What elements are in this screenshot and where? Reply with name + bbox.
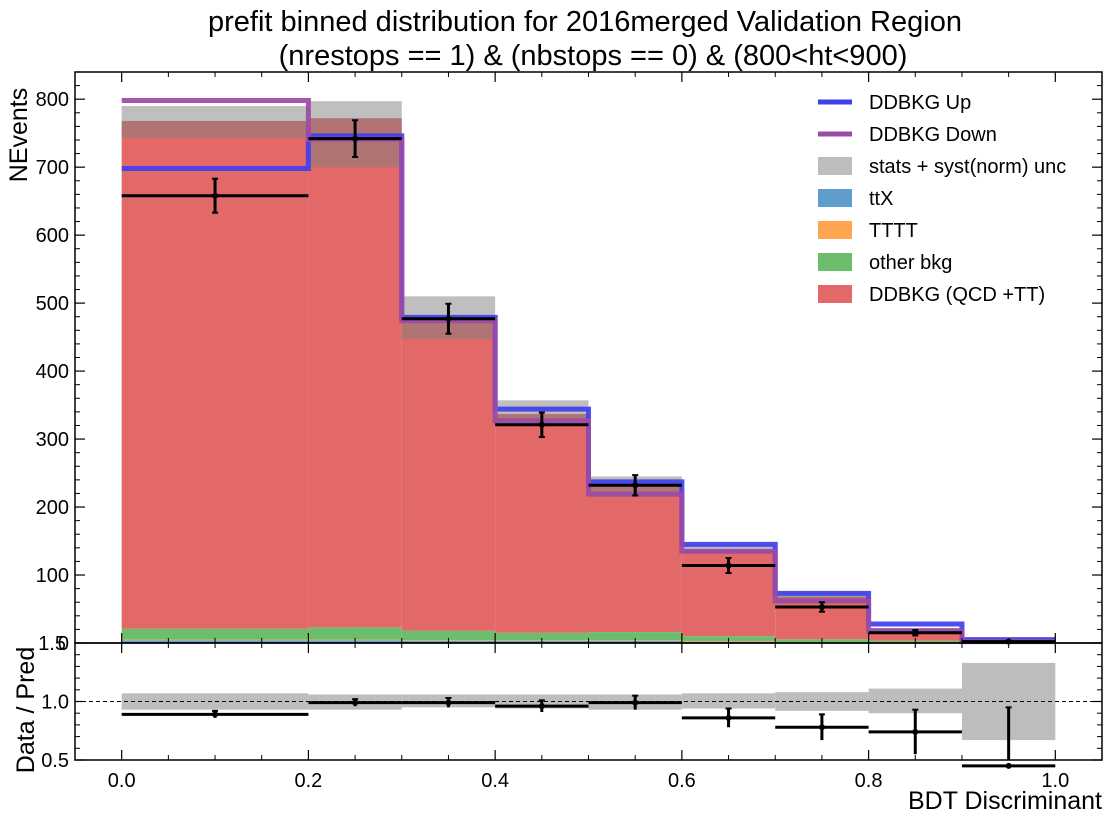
y-tick-label-4: 400 <box>36 361 69 383</box>
x-tick-label-0: 0.0 <box>108 770 136 792</box>
bar-2-1 <box>308 627 402 640</box>
x-axis-label: BDT Discriminant <box>908 787 1102 815</box>
legend-label-1: DDBKG Down <box>869 124 997 146</box>
bar-3-1 <box>308 118 402 628</box>
legend-swatch-5 <box>818 253 852 271</box>
ratio-y-tick-label-1: 1.0 <box>41 692 69 714</box>
y-tick-label-1: 100 <box>36 565 69 587</box>
ratio-point-marker-5 <box>725 714 732 721</box>
data-point-7 <box>868 629 962 637</box>
bar-2-0 <box>121 628 309 640</box>
y-tick-label-6: 600 <box>36 225 69 247</box>
x-tick-label-4: 0.8 <box>855 770 883 792</box>
chart-title-line-2: (nrestops == 1) & (nbstops == 0) & (800<… <box>279 40 908 72</box>
ratio-point-marker-3 <box>538 703 545 710</box>
data-point-2 <box>401 302 496 335</box>
ratio-y-tick-label-0: 0.5 <box>41 750 69 772</box>
data-point-marker-1 <box>352 135 359 142</box>
ratio-point-marker-2 <box>445 699 452 706</box>
bar-3-4 <box>588 486 682 633</box>
ratio-point-7 <box>868 708 962 755</box>
legend-label-2: stats + syst(norm) unc <box>869 156 1066 178</box>
unc-band-0 <box>121 105 309 138</box>
legend-item-2: stats + syst(norm) unc <box>818 156 1066 178</box>
bar-2-4 <box>588 632 682 641</box>
ratio-point-4 <box>588 694 682 710</box>
x-tick-label-5: 1.0 <box>1041 770 1069 792</box>
legend-item-5: other bkg <box>818 252 952 274</box>
ratio-point-3 <box>495 699 589 713</box>
y-tick-label-5: 500 <box>36 293 69 315</box>
legend-item-0: DDBKG Up <box>818 92 971 114</box>
legend-swatch-6 <box>818 285 852 303</box>
y-tick-label-0: 0 <box>58 633 69 655</box>
ratio-point-6 <box>775 713 869 741</box>
y-tick-label-7: 700 <box>36 157 69 179</box>
data-point-4 <box>588 474 682 497</box>
data-point-marker-4 <box>632 482 639 489</box>
ratio-plot: 0.0 0.2 0.4 0.6 0.8 1.0 0.5 1.0 <box>41 642 1103 792</box>
y-tick-label-2: 200 <box>36 497 69 519</box>
ratio-point-marker-1 <box>352 699 359 706</box>
data-point-marker-3 <box>538 421 545 428</box>
ratio-point-marker-8 <box>1005 762 1012 769</box>
y-tick-label-3: 300 <box>36 429 69 451</box>
ratio-point-5 <box>681 707 776 728</box>
data-point-0 <box>121 177 309 214</box>
unc-band-6 <box>775 592 869 603</box>
data-point-5 <box>681 557 776 574</box>
ratio-point-marker-0 <box>212 711 219 718</box>
legend: DDBKG Up DDBKG Down stats + syst(norm) unc… <box>818 92 1066 306</box>
ratio-point-marker-4 <box>632 699 639 706</box>
chart-title-line-1: prefit binned distribution for 2016merge… <box>208 6 962 38</box>
data-point-3 <box>495 411 589 439</box>
ratio-point-0 <box>121 709 309 718</box>
ratio-point-2 <box>401 696 496 708</box>
legend-label-3: ttX <box>869 188 893 210</box>
ratio-point-marker-6 <box>818 724 825 731</box>
bar-2-3 <box>495 632 589 641</box>
ratio-point-marker-7 <box>912 728 919 735</box>
ratio-point-1 <box>308 698 402 707</box>
data-point-1 <box>308 119 402 158</box>
data-point-marker-5 <box>725 562 732 569</box>
ratio-top-tick-label: 1.5 <box>38 633 66 655</box>
legend-label-5: other bkg <box>869 252 952 274</box>
legend-item-3: ttX <box>818 188 893 210</box>
data-point-6 <box>775 601 869 613</box>
legend-label-0: DDBKG Up <box>869 92 971 114</box>
ratio-point-8 <box>961 706 1056 769</box>
ratio-y-axis-label: Data / Pred <box>12 647 40 773</box>
y-tick-label-8: 800 <box>36 89 69 111</box>
y-axis-label: NEvents <box>5 88 33 182</box>
data-point-marker-2 <box>445 315 452 322</box>
bar-3-3 <box>495 413 589 633</box>
ratio-band-6 <box>775 692 869 711</box>
legend-item-1: DDBKG Down <box>818 124 997 146</box>
bar-2-2 <box>401 630 496 641</box>
legend-swatch-2 <box>818 157 852 175</box>
main-plot: 100 200 300 400 500 600 700 800 01.5 <box>36 71 1103 655</box>
legend-swatch-3 <box>818 189 852 207</box>
data-point-marker-7 <box>912 629 919 636</box>
legend-item-6: DDBKG (QCD +TT) <box>818 284 1045 306</box>
x-tick-label-1: 0.2 <box>295 770 323 792</box>
x-tick-label-3: 0.6 <box>668 770 696 792</box>
ratio-band-5 <box>681 693 776 709</box>
data-point-marker-0 <box>212 192 219 199</box>
legend-item-4: TTTT <box>818 220 918 242</box>
legend-swatch-4 <box>818 221 852 239</box>
legend-label-4: TTTT <box>869 220 918 242</box>
unc-band-5 <box>681 543 776 553</box>
bar-3-2 <box>401 319 496 631</box>
data-point-marker-6 <box>818 603 825 610</box>
x-tick-label-2: 0.4 <box>481 770 509 792</box>
legend-label-6: DDBKG (QCD +TT) <box>869 284 1045 306</box>
